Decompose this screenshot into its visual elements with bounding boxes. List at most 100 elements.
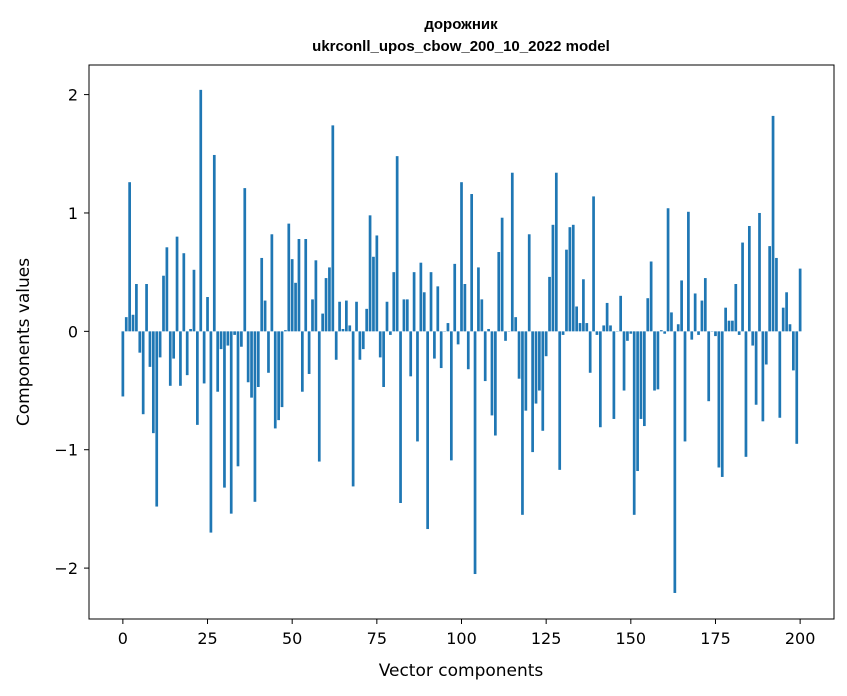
bar-67 [348,325,352,332]
bar-141 [598,331,602,428]
bar-94 [439,331,443,369]
bar-98 [453,263,457,332]
bar-165 [680,280,683,332]
bar-22 [196,331,199,425]
bar-124 [541,331,545,431]
bar-145 [612,331,616,419]
x-tick-label: 175 [700,629,731,648]
y-axis-label: Components values [14,258,34,426]
bar-87 [416,331,419,442]
bar-32 [229,331,233,514]
bar-45 [273,331,277,429]
bar-140 [595,331,599,335]
bar-64 [338,301,341,332]
bar-116 [514,317,518,332]
bar-139 [592,196,595,332]
bar-120 [527,234,531,332]
bar-184 [744,331,748,457]
bar-84 [405,299,409,332]
bar-108 [487,328,490,332]
bar-135 [578,323,582,332]
y-tick-label: −2 [54,559,78,578]
bar-162 [670,312,673,332]
chart-title-line2: ukrconll_upos_cbow_200_10_2022 model [312,38,610,55]
bar-190 [764,331,768,365]
bar-178 [724,307,727,332]
bar-47 [280,331,284,408]
bar-182 [737,331,741,335]
bar-113 [504,331,507,341]
bar-150 [629,331,633,334]
bar-180 [731,320,734,332]
bar-197 [788,324,792,332]
bar-106 [480,299,484,332]
y-tick-label: 0 [68,322,78,341]
bar-136 [582,279,585,332]
bar-65 [341,328,345,332]
bar-86 [412,272,416,332]
bar-117 [517,331,521,379]
bar-157 [653,331,656,391]
bar-161 [666,208,670,332]
bar-56 [311,299,314,332]
bar-78 [385,301,389,332]
y-tick-label: 2 [68,86,78,105]
bar-129 [558,331,562,470]
bar-104 [473,331,477,575]
bar-109 [490,331,494,416]
bar-175 [714,331,717,337]
bar-73 [368,215,372,332]
bar-10 [155,331,159,507]
bar-148 [622,331,626,391]
bar-30 [223,331,226,488]
bar-series [121,89,802,593]
bar-189 [761,331,765,422]
bar-82 [399,331,402,503]
x-tick-label: 0 [118,629,128,648]
bar-193 [775,257,778,332]
bar-187 [754,331,758,405]
bar-198 [792,331,795,371]
bar-152 [636,331,639,472]
x-tick-label: 125 [531,629,562,648]
x-tick-label: 75 [367,629,387,648]
bar-191 [768,246,772,332]
bar-155 [646,298,650,332]
bar-179 [727,320,731,332]
bar-74 [372,256,375,332]
bar-70 [358,331,362,360]
bar-199 [795,331,799,444]
bar-132 [568,227,572,332]
bar-20 [189,328,192,332]
bar-186 [751,331,755,346]
bar-125 [544,331,548,357]
bar-192 [771,115,775,332]
bar-167 [687,211,690,332]
bar-69 [355,301,358,332]
bar-115 [510,172,514,332]
bar-3 [131,314,135,332]
bar-0 [121,331,125,397]
bar-9 [151,331,155,434]
bar-97 [449,331,453,461]
bar-60 [324,278,328,332]
bar-102 [466,331,470,370]
bar-164 [676,324,680,332]
bar-171 [700,300,704,332]
bar-90 [426,331,429,530]
bar-173 [707,331,711,402]
bar-100 [460,182,463,332]
bar-151 [632,331,636,515]
bar-111 [497,252,501,332]
bar-63 [334,331,338,360]
bar-138 [588,331,592,373]
bar-37 [246,331,250,383]
bar-112 [500,217,504,332]
bar-5 [138,331,142,353]
bar-1 [124,317,128,332]
bar-133 [571,224,575,332]
bar-25 [206,297,209,332]
bar-8 [148,331,152,367]
bar-55 [307,331,311,374]
bar-77 [382,331,385,387]
